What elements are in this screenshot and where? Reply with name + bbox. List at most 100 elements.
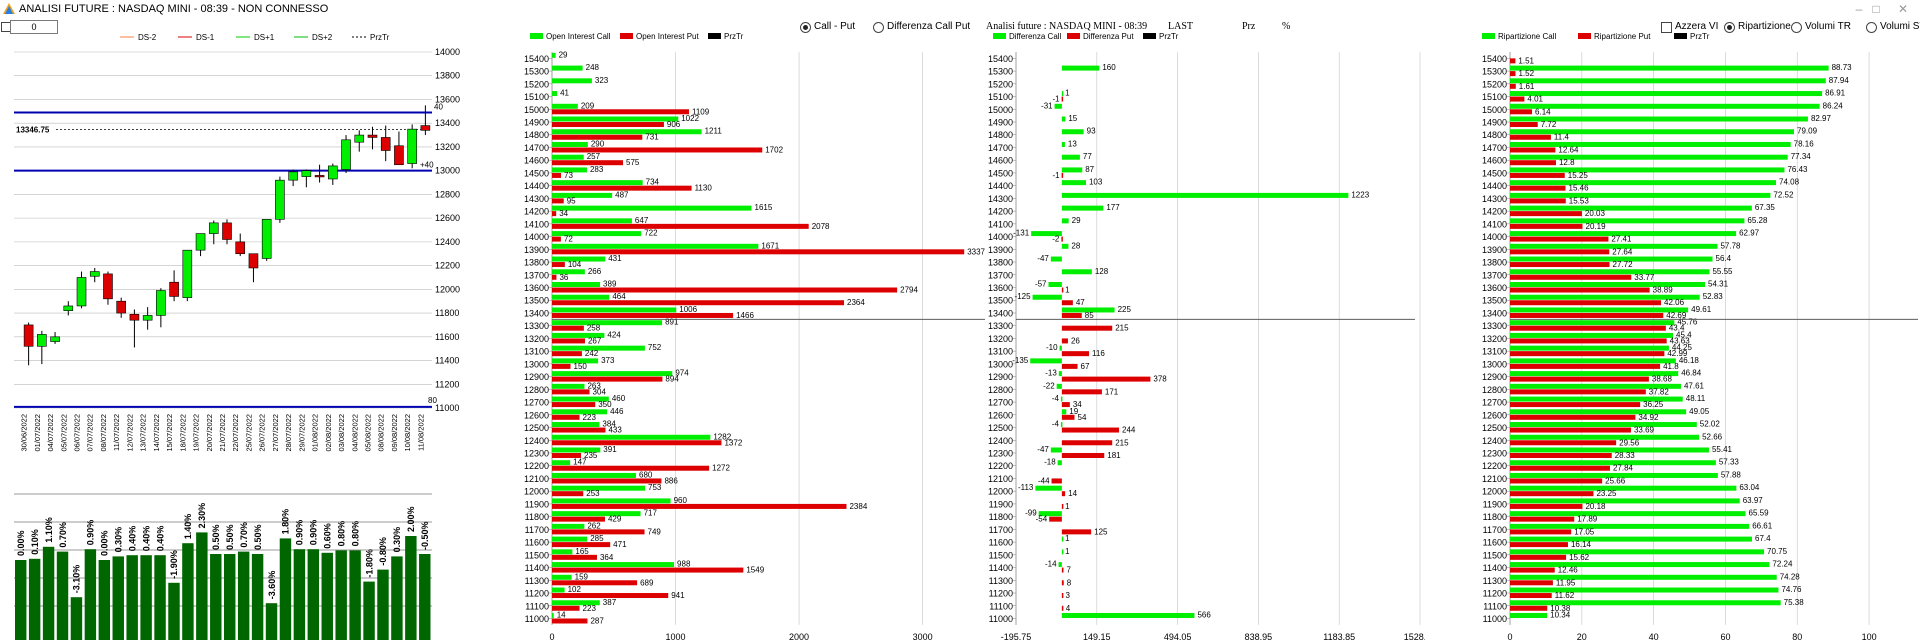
y-tick-label: 12800 [435,189,460,199]
pct-bar [391,556,403,640]
call-value-label: 29 [559,50,568,59]
strike-label: 11700 [1483,525,1507,535]
call-bar [552,218,632,224]
strike-label: 12700 [524,398,549,408]
put-value-label: 6.14 [1535,107,1551,116]
strike-label: 13900 [524,245,549,255]
strike-label: 11800 [525,512,549,522]
call-bar [552,205,752,211]
call-bar [552,447,601,453]
date-label: 01/07/2022 [33,414,42,452]
candle-body [328,165,338,180]
call-value-label: -18 [1044,458,1056,467]
radio-call-put-label[interactable]: Call - Put [814,21,856,32]
call-bar [552,116,679,122]
call-value-label: 87.94 [1829,76,1850,85]
call-bar [552,52,556,58]
call-bar [1058,371,1062,377]
call-value-label: 88.73 [1832,63,1853,72]
call-value-label: 79.09 [1797,127,1818,136]
put-bar [552,402,596,408]
call-value-label: 13 [1068,139,1077,148]
strike-label: 14200 [1482,207,1507,217]
put-bar [1061,363,1078,369]
strike-label: 14000 [988,232,1013,242]
call-bar [1510,307,1689,313]
call-bar [1510,371,1679,377]
call-bar [552,485,646,491]
call-value-label: 65.28 [1747,216,1768,225]
put-value-label: 350 [598,400,612,409]
strike-label: 12200 [988,461,1013,471]
spin-input[interactable]: 0 [10,20,58,34]
close-button[interactable]: ✕ [1897,2,1909,16]
radio-volumi-tr-icon[interactable] [1791,22,1802,33]
call-value-label: 10.34 [1550,610,1571,619]
strike-label: 13800 [1482,258,1507,268]
call-bar [1510,282,1706,288]
x-tick-label: 0 [1507,632,1512,642]
strike-label: 11700 [525,525,549,535]
put-value-label: 38.68 [1652,375,1673,384]
strike-label: 12500 [524,423,549,433]
call-bar [1060,396,1063,402]
radio-differenza-label[interactable]: Differenza Call Put [887,21,971,32]
maximize-button[interactable]: □ [1872,2,1880,16]
azzera-checkbox[interactable] [1661,22,1672,33]
strike-label: 13200 [1482,334,1507,344]
radio-call-put-icon[interactable] [800,22,811,33]
call-bar [1510,562,1770,568]
radio-ripartizione-icon[interactable] [1724,22,1735,33]
strike-label: 12600 [524,410,549,420]
put-value-label: 1.61 [1519,82,1535,91]
radio-volumi-st-icon[interactable] [1866,22,1877,33]
radio-volumi-st-label[interactable]: Volumi ST [1880,21,1920,32]
strike-label: 14000 [1482,232,1507,242]
put-bar [552,516,605,522]
call-bar [1059,345,1062,351]
call-value-label: 57.33 [1719,458,1740,467]
call-bar [552,269,585,275]
pct-label: 1.10% [44,517,54,543]
call-value-label: 384 [602,420,616,429]
strike-label: 12100 [524,474,549,484]
strike-label: 15100 [1482,92,1507,102]
azzera-label[interactable]: Azzera VI [1675,21,1719,32]
strike-label: 15000 [524,105,549,115]
x-tick-label: 0 [549,632,554,642]
put-bar [1510,236,1609,242]
put-value-label: 15.46 [1569,184,1590,193]
put-bar [552,465,710,471]
radio-ripartizione-label[interactable]: Ripartizione [1738,21,1791,32]
radio-volumi-tr-label[interactable]: Volumi TR [1805,21,1851,32]
y-tick-label: 11600 [435,332,459,342]
put-value-label: 17.05 [1574,527,1595,536]
strike-label: 14000 [524,232,549,242]
call-value-label: 63.97 [1743,496,1764,505]
call-value-label: 41 [560,89,569,98]
put-value-label: 253 [586,489,600,498]
call-value-label: 460 [612,394,626,403]
candle-body [129,313,140,321]
call-value-label: 1 [1065,534,1070,543]
strike-label: 11500 [525,550,549,560]
candle-body [76,277,87,307]
put-bar [1061,236,1063,242]
put-value-label: 85 [1085,311,1094,320]
pct-bar [56,551,69,640]
radio-differenza-icon[interactable] [873,22,884,33]
strike-label: 13100 [1482,347,1507,357]
strike-label: 13000 [1482,359,1507,369]
call-value-label: 717 [644,509,658,518]
put-value-label: 11.4 [1554,133,1570,142]
put-bar [1061,300,1073,306]
minimize-button[interactable]: – [1855,2,1863,16]
pct-label: 0.90% [295,520,305,546]
put-bar [1061,376,1151,382]
put-bar [552,198,564,204]
y-tick-label: 11800 [435,308,459,318]
call-value-label: -47 [1037,254,1049,263]
pct-label: 0.70% [239,522,249,548]
pct-bar [210,554,222,640]
strike-label: 13400 [1482,308,1507,318]
